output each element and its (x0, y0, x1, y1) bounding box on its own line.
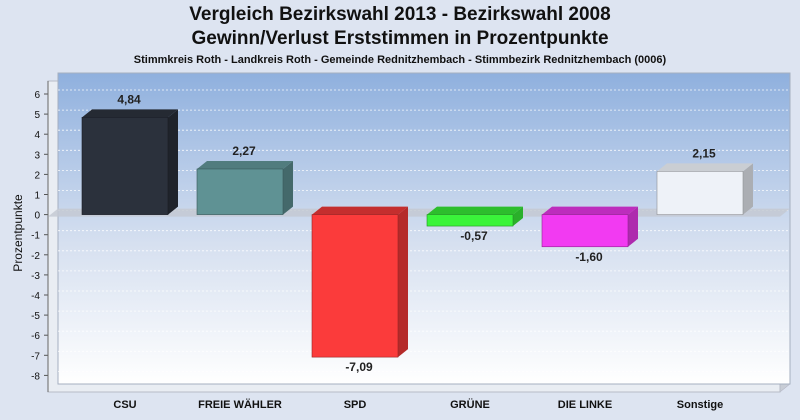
data-label: -0,57 (460, 229, 488, 243)
y-tick-label: 6 (34, 90, 40, 101)
x-tick-label: DIE LINKE (558, 399, 612, 411)
bar-sonstige (656, 171, 744, 215)
x-tick-label: FREIE WÄHLER (198, 398, 282, 411)
y-tick-label: 5 (34, 110, 40, 121)
chart-title-line2: Gewinn/Verlust Erststimmen in Prozentpun… (191, 28, 609, 49)
x-tick-label: GRÜNE (450, 398, 490, 411)
bar-top (542, 206, 638, 215)
x-tick-label: CSU (113, 399, 136, 411)
y-tick-label: -6 (31, 331, 40, 342)
y-tick-label: -5 (31, 311, 40, 322)
bar-spd (311, 214, 399, 358)
bar-top (312, 206, 408, 215)
y-tick-label: -8 (31, 371, 40, 382)
y-tick-label: 4 (34, 130, 40, 141)
bar-side (743, 163, 753, 215)
x-tick-label: SPD (344, 399, 367, 411)
bar-side (628, 206, 638, 247)
y-axis-label: Prozentpunkte (11, 194, 25, 272)
y-tick-label: 3 (34, 150, 40, 161)
y-tick-label: -4 (31, 291, 40, 302)
bar-side (513, 206, 523, 227)
y-tick-label: -3 (31, 271, 40, 282)
data-label: -7,09 (345, 360, 373, 374)
bar-top (82, 109, 178, 118)
y-tick-label: -1 (31, 231, 40, 242)
bar-side (283, 160, 293, 215)
bar-top (657, 163, 753, 172)
bar-side (168, 109, 178, 215)
y-tick-label: -2 (31, 251, 40, 262)
data-label: 2,27 (232, 144, 256, 158)
bar-die-linke (541, 214, 629, 248)
y-tick-label: 2 (34, 170, 40, 181)
data-label: 2,15 (692, 146, 716, 160)
y-tick-label: 0 (34, 211, 40, 222)
x-tick-label: Sonstige (677, 399, 723, 411)
chart-subtitle: Stimmkreis Roth - Landkreis Roth - Gemei… (133, 54, 667, 66)
data-label: 4,84 (117, 92, 141, 106)
bar-gr-ne (426, 214, 514, 227)
plot-background (57, 72, 791, 385)
bar-top (427, 206, 523, 215)
bar-top (197, 160, 293, 169)
bar-csu (81, 117, 169, 215)
chart-title-line1: Vergleich Bezirkswahl 2013 - Bezirkswahl… (189, 4, 611, 25)
data-label: -1,60 (575, 250, 603, 264)
y-tick-label: -7 (31, 351, 40, 362)
bar-freie-w-hler (196, 168, 284, 215)
y-tick-label: 1 (34, 191, 40, 202)
bar-side (398, 206, 408, 358)
